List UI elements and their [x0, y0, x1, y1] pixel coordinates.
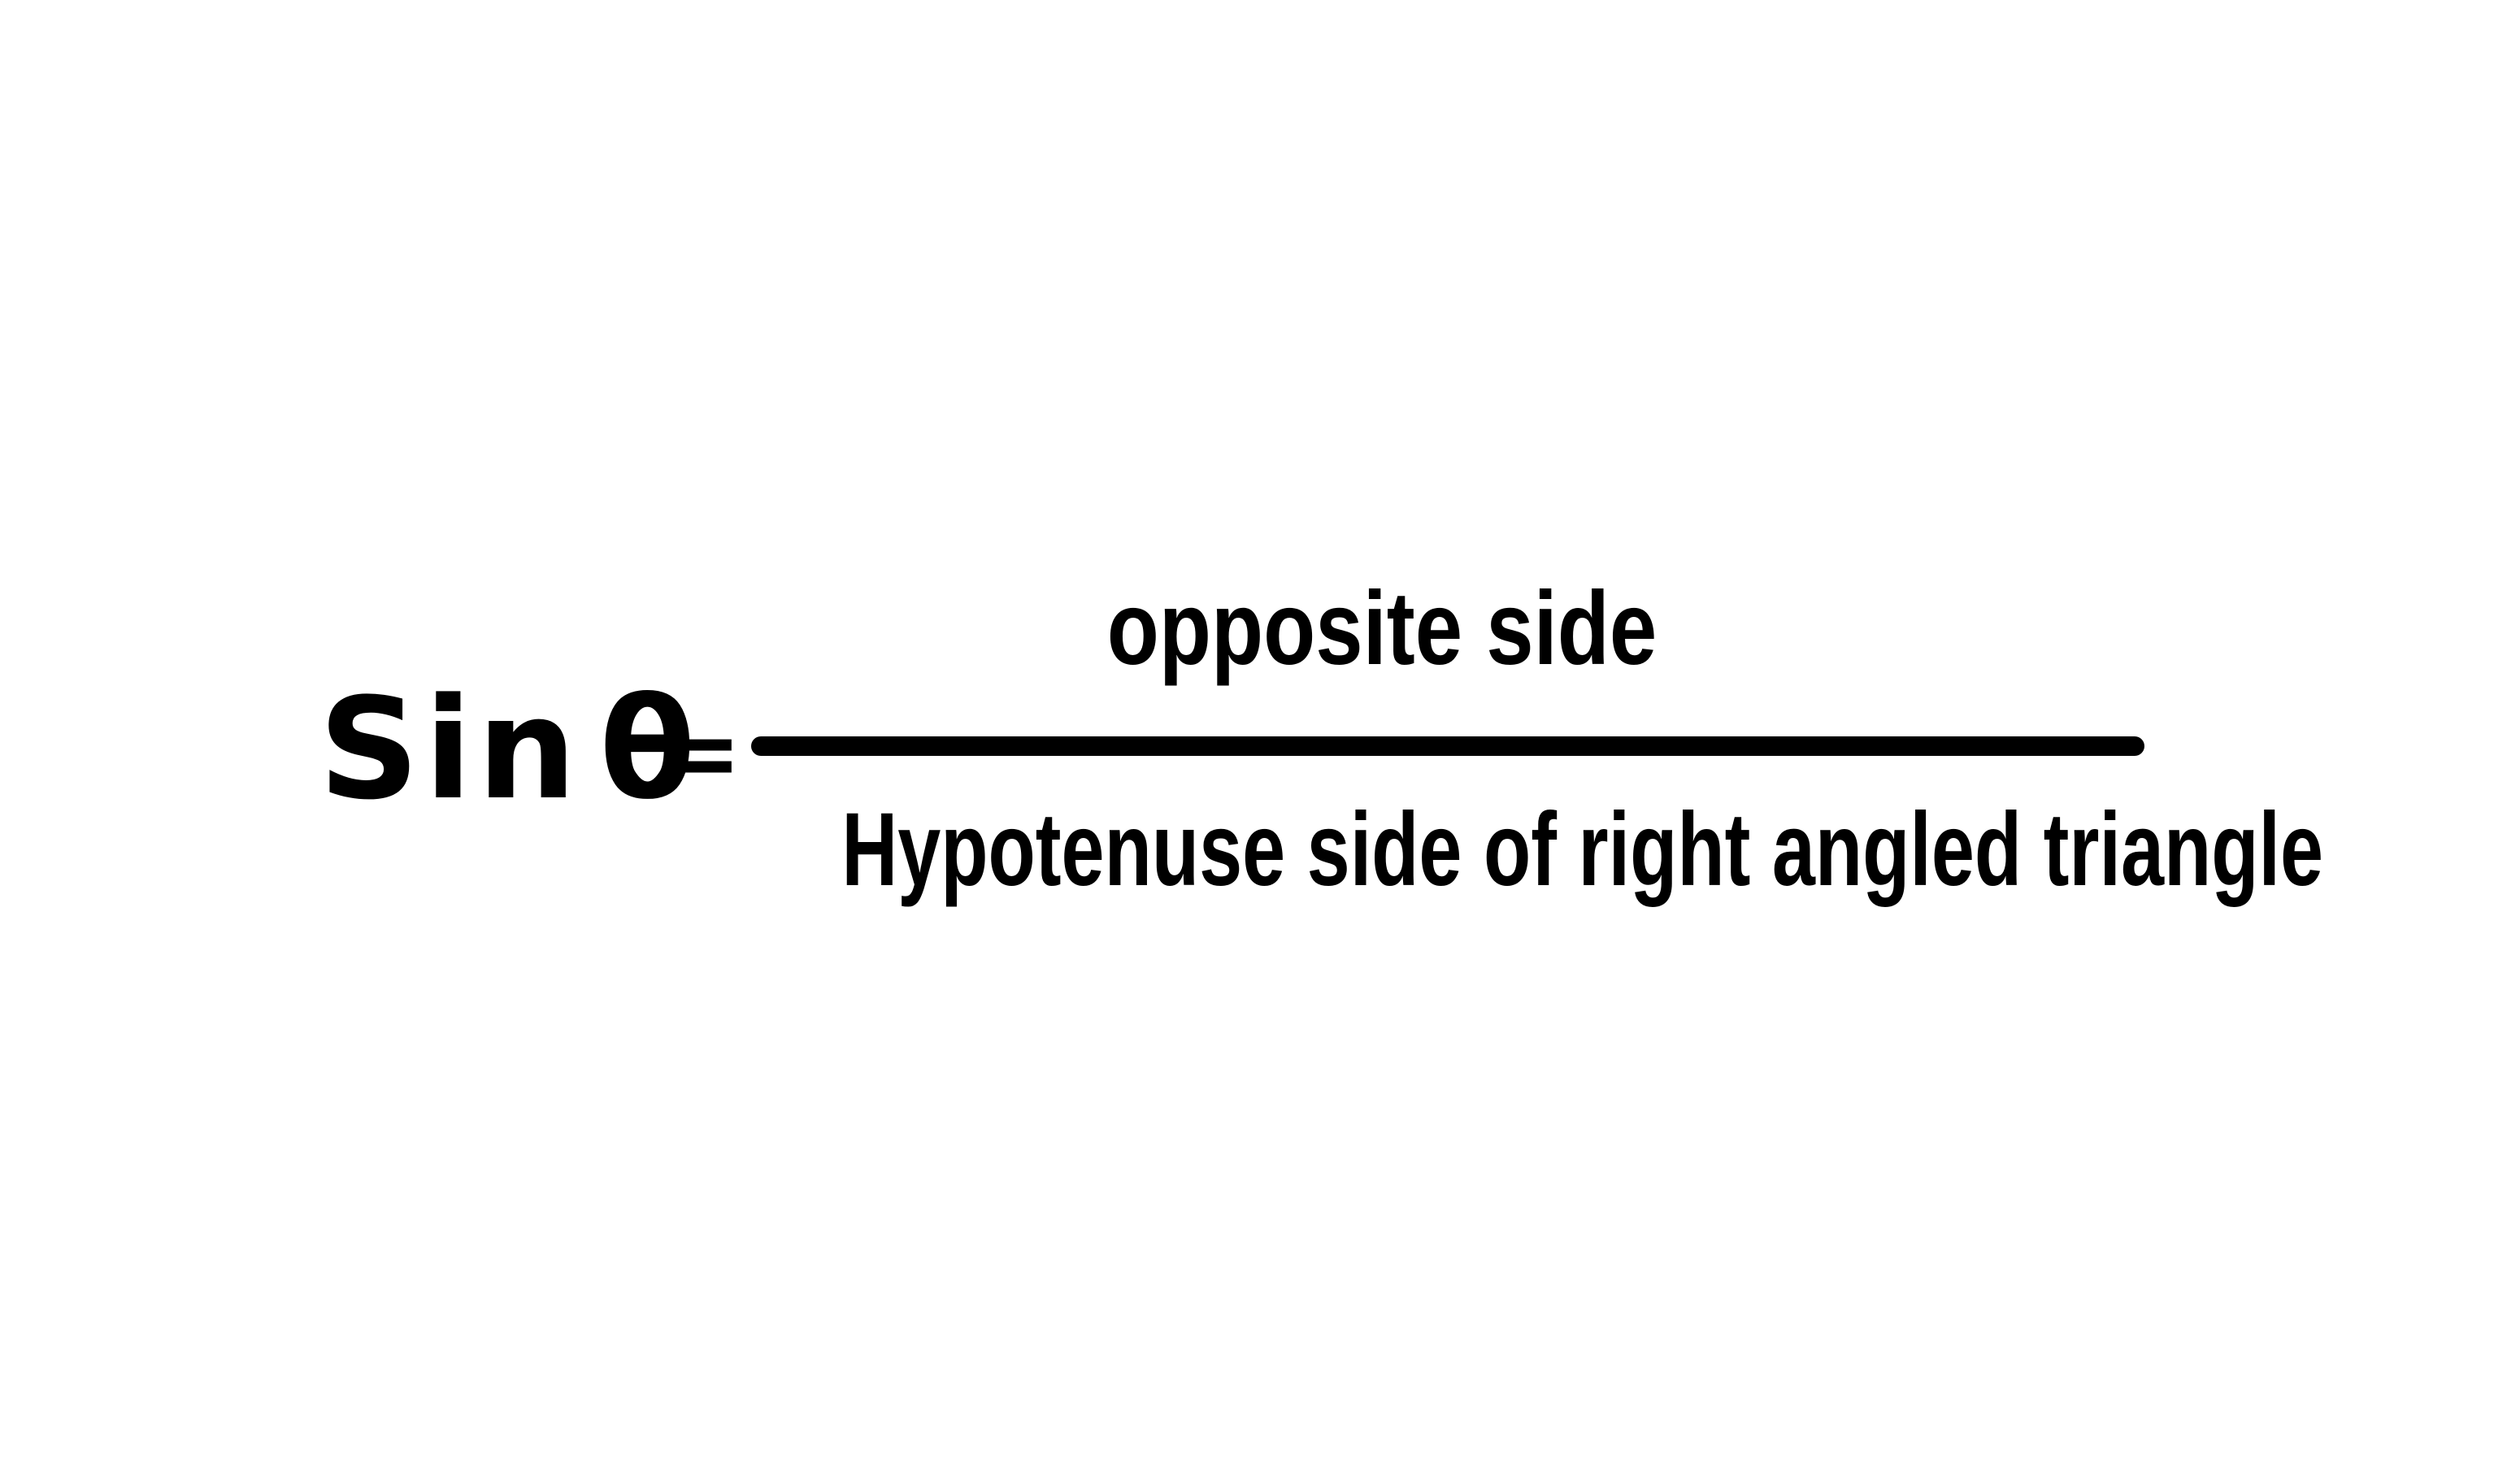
- equals-sign: =: [660, 697, 742, 810]
- formula-lhs: Sin θ: [319, 679, 695, 819]
- fraction-denominator: Hypotenuse side of right angled triangle: [841, 792, 2324, 908]
- fraction-bar: [751, 736, 2144, 756]
- fraction-numerator: opposite side: [1106, 571, 1658, 687]
- angle-symbol: θ: [599, 667, 696, 831]
- function-name: Sin: [319, 667, 582, 831]
